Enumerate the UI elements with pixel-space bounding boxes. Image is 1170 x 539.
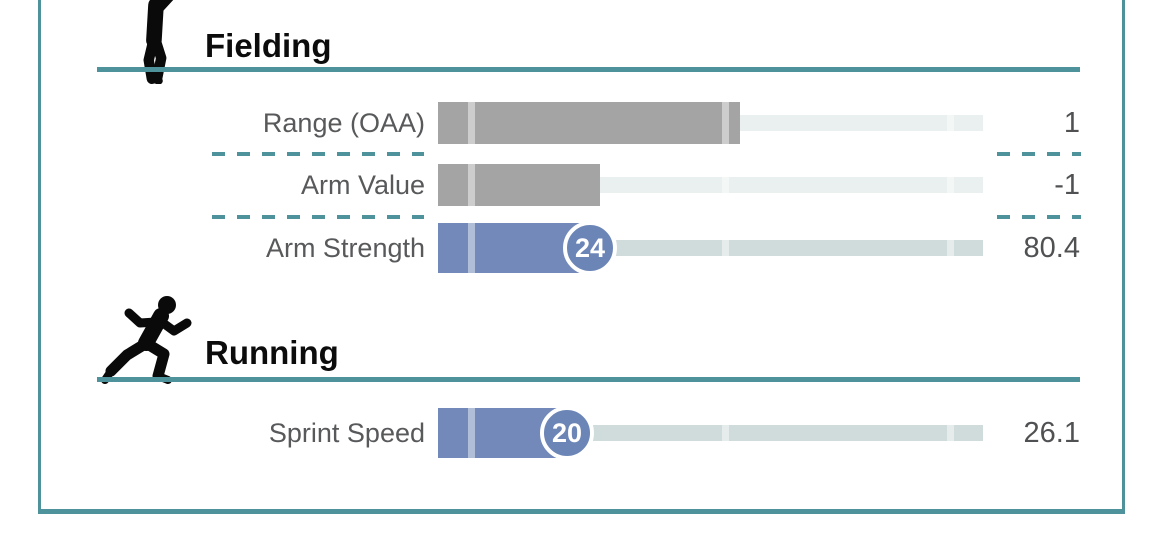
scale-tick bbox=[947, 115, 955, 131]
stat-bar[interactable]: 20 bbox=[438, 403, 983, 463]
scale-tick bbox=[468, 102, 475, 144]
scale-tick bbox=[947, 177, 955, 193]
stat-bar[interactable] bbox=[438, 155, 983, 215]
stat-bar[interactable]: 24 bbox=[438, 218, 983, 278]
section-title-running: Running bbox=[205, 334, 339, 372]
stat-value: 80.4 bbox=[1023, 232, 1080, 264]
row-separator bbox=[212, 152, 424, 156]
stat-row-arm-strength: Arm Strength 24 80.4 bbox=[41, 218, 1085, 278]
percentile-badge[interactable]: 24 bbox=[563, 221, 617, 275]
stat-label: Arm Strength bbox=[265, 233, 425, 263]
bar-fill[interactable] bbox=[438, 102, 740, 144]
scale-tick bbox=[721, 425, 729, 441]
scale-tick bbox=[468, 223, 475, 273]
scale-tick bbox=[721, 177, 729, 193]
row-separator bbox=[997, 215, 1081, 219]
stat-row-range-oaa: Range (OAA) 1 bbox=[41, 93, 1085, 153]
runner-icon bbox=[101, 292, 201, 392]
scale-tick bbox=[722, 102, 729, 144]
row-separator bbox=[997, 152, 1081, 156]
section-underline bbox=[97, 377, 1080, 382]
stat-row-sprint-speed: Sprint Speed 20 26.1 bbox=[41, 403, 1085, 463]
stat-value: 26.1 bbox=[1023, 417, 1080, 449]
row-separator bbox=[212, 215, 424, 219]
stat-value: 1 bbox=[1063, 107, 1080, 139]
scale-tick bbox=[468, 164, 475, 206]
section-underline bbox=[97, 67, 1080, 72]
stat-bar[interactable] bbox=[438, 93, 983, 153]
player-percentile-stats-card: Fielding Range (OAA) 1 Arm Value -1 Arm … bbox=[38, 0, 1125, 514]
stat-label: Sprint Speed bbox=[268, 418, 425, 448]
bar-fill[interactable] bbox=[438, 164, 600, 206]
scale-tick bbox=[947, 240, 955, 256]
scale-tick bbox=[947, 425, 955, 441]
scale-tick bbox=[721, 240, 729, 256]
stat-label: Range (OAA) bbox=[262, 108, 425, 138]
percentile-badge[interactable]: 20 bbox=[540, 406, 594, 460]
stat-label: Arm Value bbox=[300, 170, 425, 200]
section-title-fielding: Fielding bbox=[205, 27, 332, 65]
stat-value: -1 bbox=[1054, 169, 1080, 201]
stat-row-arm-value: Arm Value -1 bbox=[41, 155, 1085, 215]
scale-tick bbox=[468, 408, 475, 458]
